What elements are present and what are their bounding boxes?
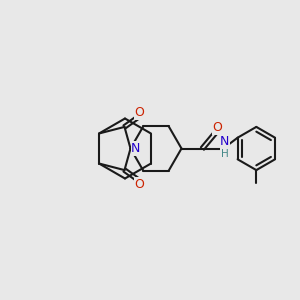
Text: O: O (135, 106, 144, 119)
Text: O: O (135, 178, 144, 191)
Text: O: O (213, 121, 223, 134)
Text: N: N (220, 135, 230, 148)
Text: H: H (221, 148, 229, 159)
Text: N: N (131, 142, 141, 155)
